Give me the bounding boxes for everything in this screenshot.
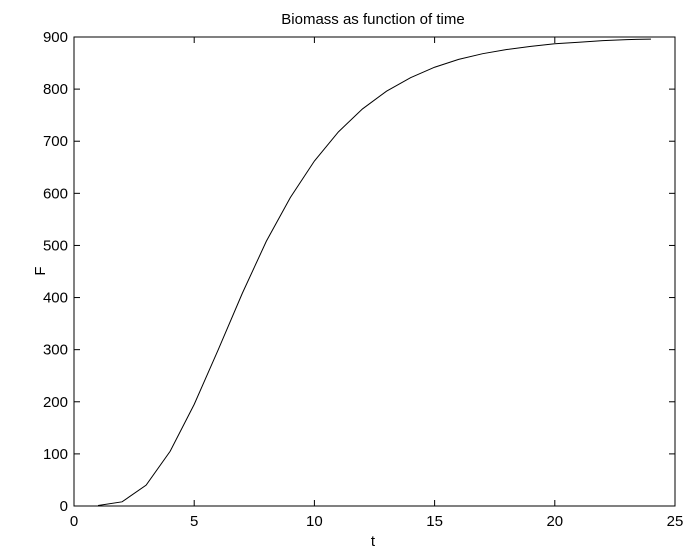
x-tick-label: 15 [426, 513, 443, 530]
y-axis-label: F [32, 266, 49, 275]
x-tick-label: 0 [70, 513, 78, 530]
y-tick-label: 400 [43, 290, 68, 307]
x-tick-label: 10 [306, 513, 323, 530]
y-tick-label: 800 [43, 81, 68, 98]
y-tick-label: 600 [43, 185, 68, 202]
y-tick-label: 300 [43, 342, 68, 359]
x-axis-label: t [371, 533, 376, 550]
y-tick-label: 900 [43, 29, 68, 46]
y-tick-label: 100 [43, 446, 68, 463]
chart-title: Biomass as function of time [281, 11, 464, 28]
y-tick-label: 0 [60, 498, 68, 515]
plot-frame [73, 36, 676, 507]
x-tick-label: 20 [546, 513, 563, 530]
series-line [97, 38, 651, 506]
x-tick-label: 25 [667, 513, 684, 530]
y-tick-label: 700 [43, 133, 68, 150]
y-axis: 0 100 200 300 400 500 600 700 800 900 [43, 29, 675, 515]
x-axis: 0 5 10 15 20 25 [70, 37, 684, 530]
x-tick-label: 5 [190, 513, 198, 530]
y-tick-label: 500 [43, 237, 68, 254]
y-tick-label: 200 [43, 394, 68, 411]
